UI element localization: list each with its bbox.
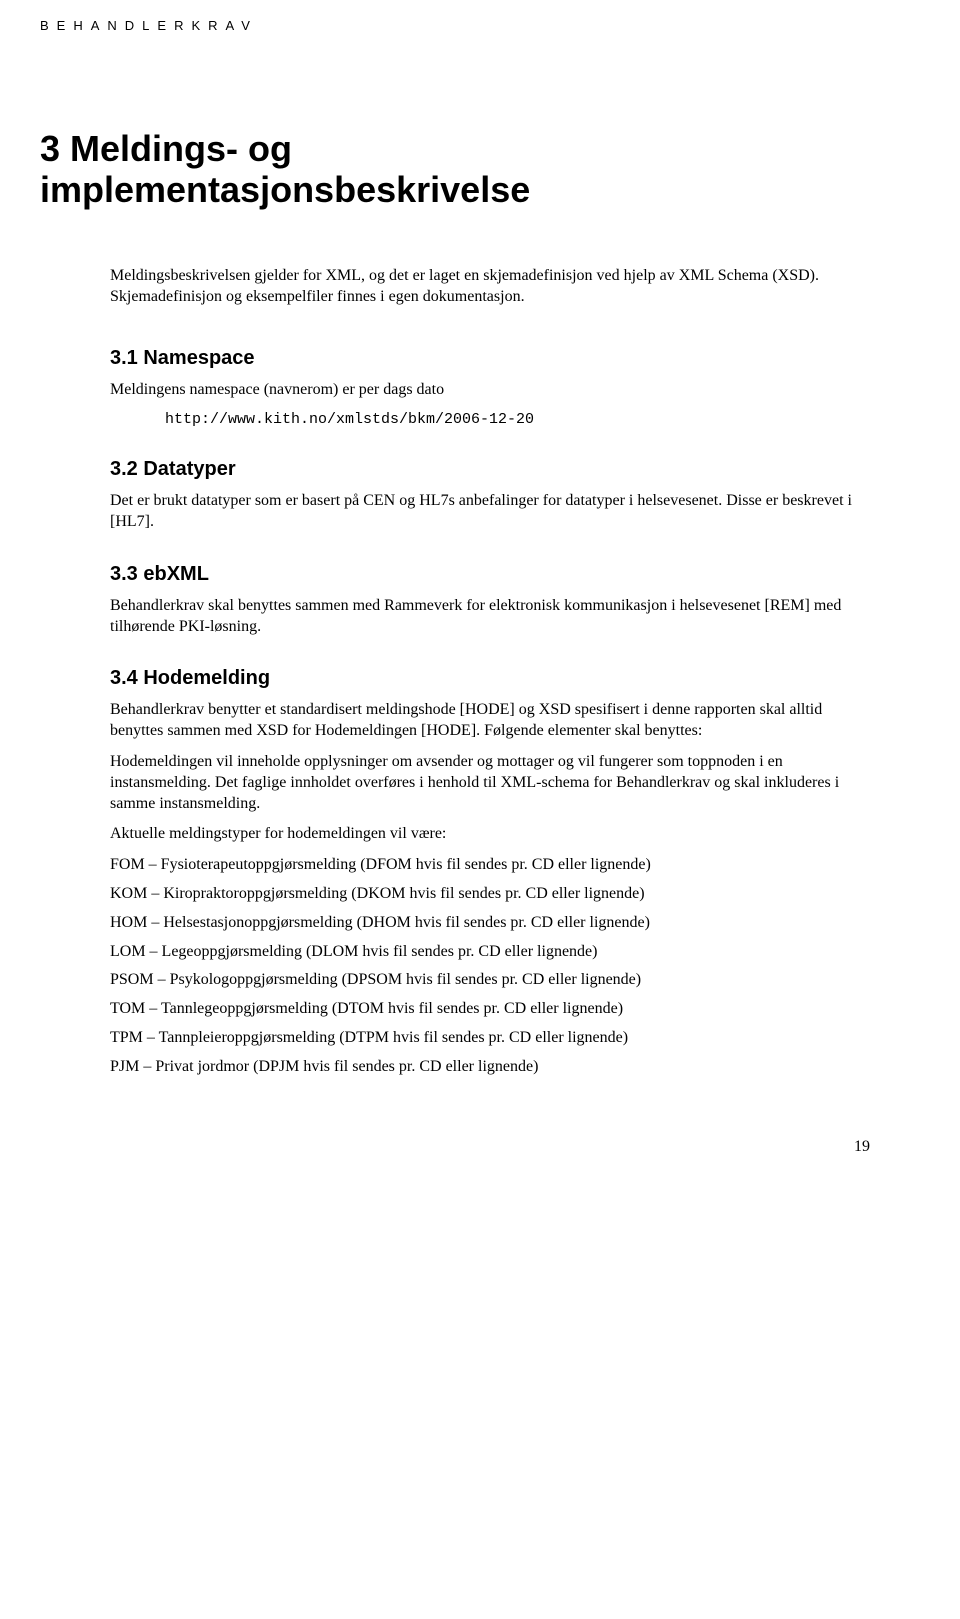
page-number: 19: [110, 1138, 870, 1156]
datatyper-text: Det er brukt datatyper som er basert på …: [110, 491, 870, 533]
section-heading-ebxml: 3.3 ebXML: [110, 563, 870, 586]
namespace-code: http://www.kith.no/xmlstds/bkm/2006-12-2…: [165, 411, 870, 428]
msgtype-item: TPM – Tannpleieroppgjørsmelding (DTPM hv…: [110, 1028, 870, 1049]
chapter-title-line1: 3 Meldings- og: [40, 128, 870, 169]
msgtype-item: LOM – Legeoppgjørsmelding (DLOM hvis fil…: [110, 942, 870, 963]
chapter-title-line2: implementasjonsbeskrivelse: [40, 169, 870, 210]
msgtype-item: PJM – Privat jordmor (DPJM hvis fil send…: [110, 1057, 870, 1078]
running-header: BEHANDLERKRAV: [40, 18, 870, 33]
chapter-title: 3 Meldings- og implementasjonsbeskrivels…: [40, 128, 870, 211]
section-heading-hodemelding: 3.4 Hodemelding: [110, 667, 870, 690]
msgtype-item: FOM – Fysioterapeutoppgjørsmelding (DFOM…: [110, 855, 870, 876]
section-heading-namespace: 3.1 Namespace: [110, 347, 870, 370]
hodemelding-p3: Aktuelle meldingstyper for hodemeldingen…: [110, 824, 870, 845]
msgtype-item: KOM – Kiropraktoroppgjørsmelding (DKOM h…: [110, 884, 870, 905]
hodemelding-p2: Hodemeldingen vil inneholde opplysninger…: [110, 752, 870, 814]
chapter-intro: Meldingsbeskrivelsen gjelder for XML, og…: [110, 266, 870, 308]
section-heading-datatyper: 3.2 Datatyper: [110, 458, 870, 481]
namespace-text: Meldingens namespace (navnerom) er per d…: [110, 380, 870, 401]
ebxml-text: Behandlerkrav skal benyttes sammen med R…: [110, 596, 870, 638]
hodemelding-p1: Behandlerkrav benytter et standardisert …: [110, 700, 870, 742]
msgtype-item: HOM – Helsestasjonoppgjørsmelding (DHOM …: [110, 913, 870, 934]
msgtype-item: TOM – Tannlegeoppgjørsmelding (DTOM hvis…: [110, 999, 870, 1020]
msgtype-item: PSOM – Psykologoppgjørsmelding (DPSOM hv…: [110, 970, 870, 991]
